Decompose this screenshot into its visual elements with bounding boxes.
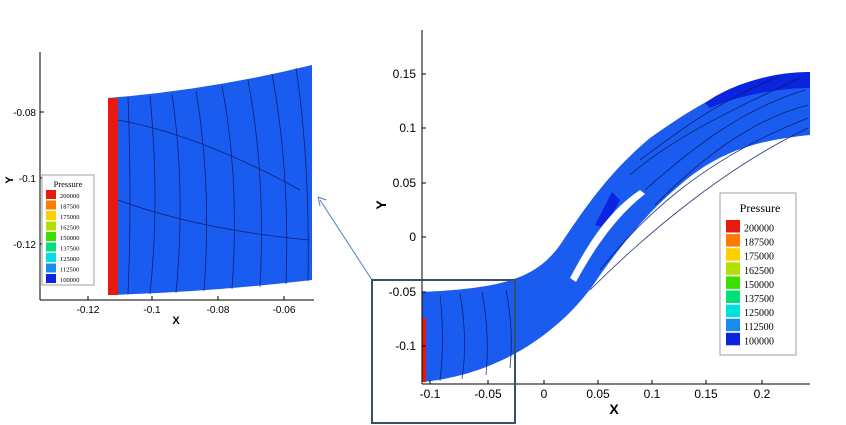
main-x-tick-label: 0.2 [754,387,771,401]
main-legend-label: 150000 [744,280,774,291]
zoomed-legend-label: 100000 [60,277,80,284]
main-legend-swatch [726,304,740,318]
zoomed-legend-swatch [46,211,56,220]
zoomed-y-tick-label: -0.08 [13,108,36,119]
main-y-tick-label: 0.05 [393,176,417,190]
main-x-tick-label: 0.1 [644,387,661,401]
main-legend-label: 112500 [744,322,774,333]
zoomed-x-tick-label: -0.12 [77,305,100,316]
main-legend-swatch [726,318,740,332]
main-legend-label: 162500 [744,266,774,277]
zoomed-legend-title: Pressure [54,179,83,189]
main-legend-swatch [726,290,740,303]
zoomed-legend-label: 125000 [60,256,80,263]
zoomed-x-tick-label: -0.08 [207,305,230,316]
main-legend-label: 187500 [744,238,774,249]
zoomed-legend-swatch [46,221,56,231]
zoomed-legend-label: 150000 [60,235,80,242]
main-legend-swatch [726,220,740,233]
zoomed-legend-swatch [46,242,56,252]
main-x-tick-labels: -0.1 -0.05 0 0.05 0.1 0.15 0.2 [420,387,771,401]
main-y-axis-label: Y [373,200,389,210]
main-streamlines [439,75,809,382]
main-flow-domain [422,72,810,382]
main-y-tick-label: -0.05 [389,285,417,299]
main-plot: 0.15 0.1 0.05 0 -0.05 -0.1 -0.1 -0.05 0 … [373,30,810,417]
main-low-pressure-mid [595,192,620,228]
zoomed-streamlines [117,67,311,295]
main-legend-label: 200000 [744,224,774,235]
zoomed-legend-swatch [46,253,56,262]
main-x-axis-label: X [609,401,619,417]
zoomed-legend-swatch [46,200,56,210]
main-blade-gap [570,190,645,282]
zoomed-legend-label: 175000 [60,214,80,221]
main-inlet-high-pressure [422,318,426,382]
main-legend: Pressure 200000 187500 175000 162500 150000 1… [719,192,797,356]
zoomed-legend-swatch [46,274,56,283]
zoomed-inlet-high-pressure [108,98,118,295]
zoomed-y-tick-label: -0.12 [13,240,36,251]
main-legend-swatch [726,262,740,275]
main-x-tick-label: 0 [541,387,548,401]
zoomed-x-tick-label: -0.06 [273,305,296,316]
zoom-arrow [317,196,373,281]
zoomed-y-tick-label: -0.1 [19,174,37,185]
main-y-tick-label: 0 [409,230,416,244]
main-y-tick-label: -0.1 [395,339,416,353]
main-legend-label: 125000 [744,308,774,319]
zoomed-x-tick-labels: -0.12 -0.1 -0.08 -0.06 [77,305,296,316]
main-axes [421,30,810,385]
zoomed-legend-label: 162500 [60,225,80,232]
zoomed-x-tick-label: -0.1 [143,305,161,316]
main-x-tick-label: -0.1 [420,387,441,401]
zoomed-y-tick-labels: -0.08 -0.1 -0.12 [13,108,36,251]
main-x-tick-label: 0.05 [586,387,610,401]
zoomed-y-axis-label: Y [4,176,16,184]
zoomed-legend-swatch [46,263,56,273]
zoomed-legend-label: 112500 [60,267,79,274]
zoomed-x-axis-label: X [172,315,180,327]
zoomed-legend-label: 200000 [60,193,80,200]
main-legend-label: 100000 [744,336,774,347]
main-y-tick-label: 0.1 [399,121,416,135]
zoomed-legend-swatch [46,232,56,241]
zoomed-flow-domain [108,65,312,295]
main-legend-swatch [726,234,740,247]
main-x-tick-label: 0.15 [694,387,718,401]
main-legend-title: Pressure [740,201,781,215]
zoomed-legend-swatch [46,190,56,199]
zoomed-plot: -0.08 -0.1 -0.12 -0.12 -0.1 -0.08 -0.06 … [4,52,314,327]
main-legend-swatch [726,276,740,289]
main-legend-swatch [726,332,740,346]
main-legend-swatch [726,248,740,261]
zoomed-legend-label: 137500 [60,246,80,253]
main-y-tick-label: 0.15 [393,67,417,81]
main-y-tick-labels: 0.15 0.1 0.05 0 -0.05 -0.1 [389,67,417,353]
zoomed-legend-label: 187500 [60,204,80,211]
zoomed-legend: Pressure 200000 187500 175000 162500 150000 1… [41,174,95,286]
main-legend-label: 175000 [744,252,774,263]
zoom-region-box [371,279,516,424]
main-x-tick-label: -0.05 [474,387,502,401]
main-legend-label: 137500 [744,294,774,305]
